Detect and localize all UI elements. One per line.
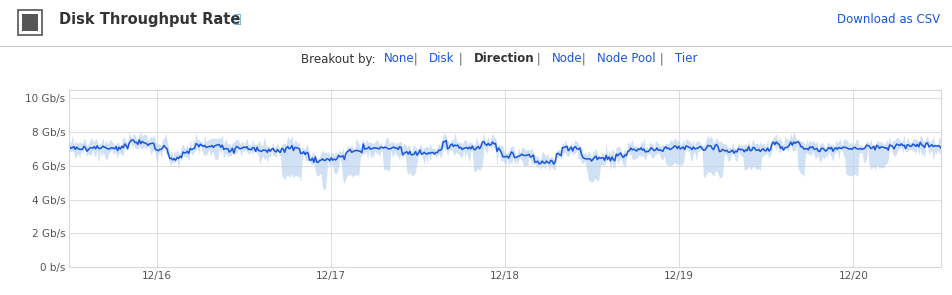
Text: Disk: Disk (429, 53, 454, 65)
Bar (23, 14, 38, 31)
Text: Node Pool: Node Pool (597, 53, 656, 65)
Text: |: | (409, 53, 421, 65)
Text: |: | (656, 53, 667, 65)
Text: Node: Node (552, 53, 583, 65)
Text: Breakout by:: Breakout by: (302, 53, 376, 65)
Text: None: None (384, 53, 414, 65)
Text: |: | (455, 53, 466, 65)
Text: Tier: Tier (675, 53, 698, 65)
Text: ⓘ: ⓘ (233, 13, 241, 26)
Text: |: | (578, 53, 589, 65)
Text: Direction: Direction (474, 53, 535, 65)
Text: Download as CSV: Download as CSV (838, 13, 941, 26)
Text: |: | (532, 53, 544, 65)
Text: Disk Throughput Rate: Disk Throughput Rate (59, 12, 241, 27)
